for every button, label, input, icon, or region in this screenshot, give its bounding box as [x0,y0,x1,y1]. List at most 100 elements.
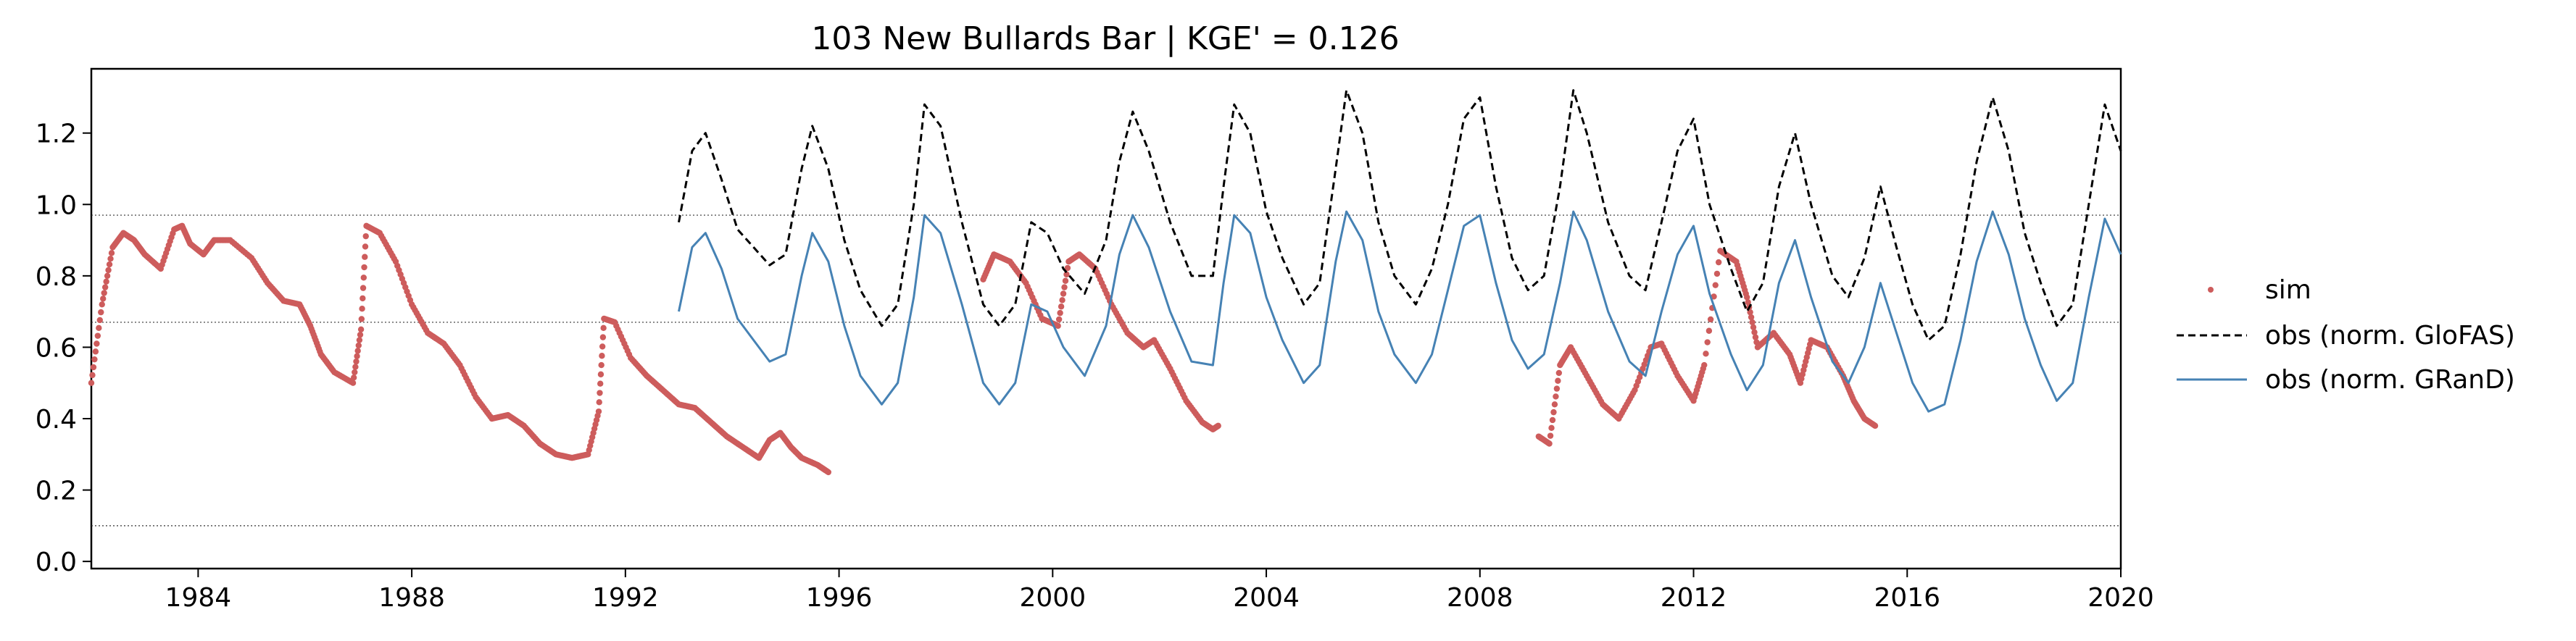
sim-point [90,364,97,371]
sim-point [354,348,361,354]
y-tick-label: 0.4 [36,405,77,435]
sim-point [1750,324,1757,331]
legend-marker-sim [2208,287,2214,293]
sim-point [352,369,358,376]
sim-point [1553,385,1561,392]
sim-point [103,278,109,285]
sim-point [597,380,604,387]
x-tick-label: 2012 [1661,583,1727,613]
sim-point [1055,316,1063,323]
legend-label-sim: sim [2265,275,2311,305]
sim-point [1059,297,1065,303]
sim-point [99,301,105,308]
x-tick-label: 1992 [592,583,659,613]
sim-point [108,250,115,256]
sim-point [362,243,369,250]
sim-point [98,309,104,316]
sim-point [1062,277,1069,284]
sim-point [1748,314,1755,321]
sim-point [1549,416,1556,424]
sim-point [89,372,96,379]
sim-point [100,296,107,302]
sim-point [599,353,605,359]
sim-point [1058,303,1065,310]
sim-point [360,275,367,281]
series-layer [88,89,2122,476]
sim-point [1752,334,1759,340]
sim-point [361,264,367,271]
sim-point [104,272,111,280]
sim-point [357,326,365,332]
x-axis: 1984 1988 1992 1996 2000 2004 2008 2012 2016 2020 [165,569,2154,613]
sim-point [1551,401,1558,408]
sim-point [94,332,101,339]
sim-point [360,285,367,291]
sim-point [1871,422,1879,430]
sim-point [1547,432,1554,439]
sim-point [600,324,607,332]
sim-point [596,399,602,406]
sim-point [1055,322,1061,330]
sim-point [1703,351,1709,357]
sim-point [1215,422,1221,430]
y-tick-label: 0.0 [36,548,77,577]
sim-point [355,342,362,349]
sim-point [1704,339,1711,345]
sim-point [1711,293,1717,300]
sim-point [1553,393,1559,400]
sim-point [357,331,364,338]
sim-point [1747,309,1753,316]
sim-point [1555,369,1563,377]
sim-point [1550,409,1557,416]
sim-point [349,380,357,386]
sim-point [599,334,607,340]
sim-point [356,337,363,343]
sim-point [352,364,359,370]
sim-point [1060,290,1067,297]
sim-point [1712,282,1719,288]
series-line-obs-norm-grand-0 [678,210,2122,413]
sim-point [1749,319,1756,326]
y-tick-label: 0.6 [36,333,77,363]
sim-point [1063,271,1070,278]
sim-point [350,374,357,381]
sim-point [88,380,95,386]
plot-area-frame [90,67,2122,570]
series-line-obs-norm-glofas-0 [678,89,2122,342]
sim-point [96,317,103,324]
sim-point [362,254,368,260]
y-tick-label: 0.8 [36,262,77,292]
sim-point [1064,264,1071,272]
x-tick-label: 2000 [1020,583,1087,613]
sim-point [597,371,604,378]
sim-point [1548,424,1555,432]
y-axis: 0.0 0.2 0.4 0.6 0.8 1.0 1.2 [36,120,91,577]
sim-point [599,343,606,350]
sim-point [1751,329,1758,335]
x-tick-label: 2004 [1233,583,1300,613]
sim-point [94,340,100,347]
legend-label-glofas: obs (norm. GloFAS) [2265,321,2515,351]
sim-point [1546,440,1553,447]
sim-point [91,356,98,363]
sim-point [1705,327,1713,334]
sim-point [362,232,369,240]
sim-point [1715,259,1722,266]
sim-point [106,261,113,268]
sim-point [1061,284,1068,290]
sim-point [353,358,360,365]
legend: sim obs (norm. GloFAS) obs (norm. GRanD) [2177,275,2515,395]
y-tick-label: 1.0 [36,190,77,220]
sim-point [101,284,109,290]
sim-point [1744,294,1750,301]
sim-point [358,316,365,322]
sim-point [92,348,99,355]
x-tick-label: 2008 [1447,583,1513,613]
sim-point [1707,316,1714,323]
sim-point [595,408,602,415]
sim-point [96,324,102,332]
sim-point [597,390,603,396]
sim-point [1701,361,1708,369]
sim-point [1555,377,1561,384]
sim-point [101,290,107,296]
